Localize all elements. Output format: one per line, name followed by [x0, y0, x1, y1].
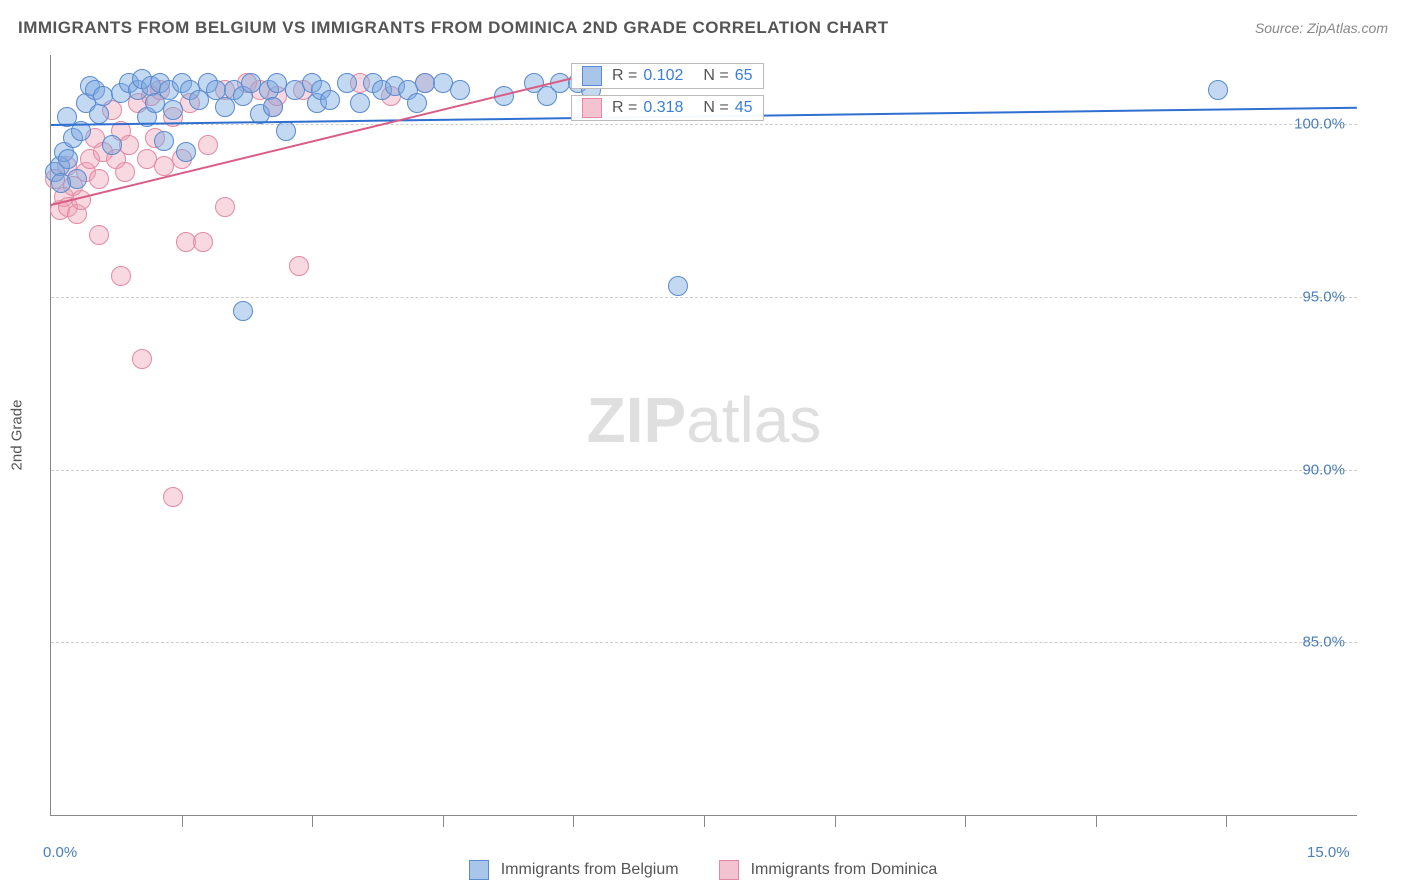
series-2-swatch — [582, 98, 602, 118]
data-point — [119, 135, 139, 155]
n-label: N = — [703, 99, 728, 117]
series-2-stats-box: R = 0.318 N = 45 — [571, 95, 764, 121]
data-point — [407, 93, 427, 113]
data-point — [176, 142, 196, 162]
y-tick-label: 100.0% — [1294, 116, 1345, 133]
legend-label-1: Immigrants from Belgium — [501, 861, 679, 879]
legend-swatch-2 — [719, 860, 739, 880]
legend-item-2: Immigrants from Dominica — [719, 860, 938, 880]
data-point — [154, 131, 174, 151]
series-1-swatch — [582, 66, 602, 86]
data-point — [350, 93, 370, 113]
series-2-n-value: 45 — [735, 99, 753, 117]
data-point — [668, 276, 688, 296]
legend-label-2: Immigrants from Dominica — [751, 861, 938, 879]
series-1-n-value: 65 — [735, 67, 753, 85]
data-point — [233, 301, 253, 321]
series-1-stats-box: R = 0.102 N = 65 — [571, 63, 764, 89]
data-point — [89, 225, 109, 245]
data-point — [132, 349, 152, 369]
data-point — [337, 73, 357, 93]
source-label: Source: ZipAtlas.com — [1255, 20, 1388, 36]
data-point — [51, 173, 71, 193]
data-point — [89, 104, 109, 124]
data-point — [198, 135, 218, 155]
legend: Immigrants from Belgium Immigrants from … — [0, 860, 1406, 880]
y-axis-label: 2nd Grade — [9, 400, 26, 471]
chart-title: IMMIGRANTS FROM BELGIUM VS IMMIGRANTS FR… — [18, 18, 889, 37]
data-point — [163, 100, 183, 120]
series-1-r-value: 0.102 — [643, 67, 683, 85]
data-point — [1208, 80, 1228, 100]
legend-swatch-1 — [469, 860, 489, 880]
data-point — [320, 90, 340, 110]
data-point — [89, 169, 109, 189]
n-label: N = — [703, 67, 728, 85]
x-tick-label: 0.0% — [43, 844, 77, 861]
data-point — [193, 232, 213, 252]
x-tick-label: 15.0% — [1307, 844, 1350, 861]
y-tick-label: 90.0% — [1302, 461, 1345, 478]
data-point — [276, 121, 296, 141]
data-point — [58, 149, 78, 169]
data-point — [115, 162, 135, 182]
data-point — [111, 266, 131, 286]
r-label: R = — [612, 99, 637, 117]
y-tick-label: 95.0% — [1302, 288, 1345, 305]
data-point — [289, 256, 309, 276]
y-tick-label: 85.0% — [1302, 634, 1345, 651]
legend-item-1: Immigrants from Belgium — [469, 860, 679, 880]
data-point — [163, 487, 183, 507]
r-label: R = — [612, 67, 637, 85]
series-2-r-value: 0.318 — [643, 99, 683, 117]
data-point — [189, 90, 209, 110]
plot-area: 2nd Grade 85.0%90.0%95.0%100.0%0.0%15.0%… — [50, 55, 1357, 816]
data-point — [263, 97, 283, 117]
data-point — [102, 135, 122, 155]
data-point — [215, 197, 235, 217]
data-point — [450, 80, 470, 100]
